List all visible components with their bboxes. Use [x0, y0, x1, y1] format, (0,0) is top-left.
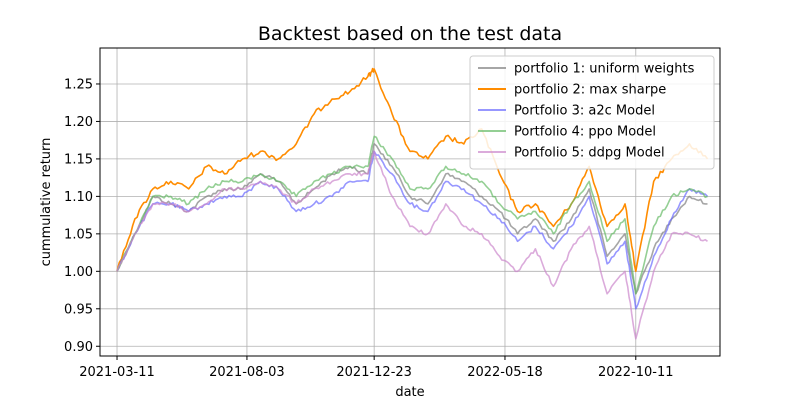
series-line-1	[116, 143, 708, 295]
plot-frame	[99, 47, 721, 357]
legend: portfolio 1: uniform weights portfolio 2:…	[469, 55, 715, 170]
y-tick-label: 0.95	[64, 302, 93, 317]
chart-title: Backtest based on the test data	[258, 23, 562, 45]
x-tick-label: 2022-05-18	[467, 365, 543, 380]
y-tick-label: 1.20	[64, 115, 93, 130]
legend-box	[469, 55, 715, 170]
x-axis-label: date	[395, 385, 424, 400]
x-tick-label: 2021-08-03	[209, 365, 285, 380]
series-line-5	[116, 150, 708, 340]
series-line-4	[116, 135, 708, 295]
x-tick-label: 2021-03-11	[79, 365, 155, 380]
series-line-2	[116, 67, 709, 273]
legend-label: Portfolio 5: ddpg Model	[514, 146, 665, 161]
legend-label: Portfolio 4: ppo Model	[514, 125, 656, 140]
x-tick-label: 2022-10-11	[598, 365, 674, 380]
series-layer	[116, 67, 709, 340]
legend-label: portfolio 1: uniform weights	[514, 62, 695, 77]
y-tick-label: 1.00	[64, 265, 93, 280]
series-line-3	[116, 150, 709, 310]
y-tick-label: 0.90	[64, 340, 93, 355]
y-tick-label: 1.05	[64, 227, 93, 242]
legend-label: Portfolio 3: a2c Model	[514, 104, 655, 119]
y-tick-label: 1.10	[64, 190, 93, 205]
y-axis-label: cummulative return	[39, 138, 54, 267]
legend-label: portfolio 2: max sharpe	[514, 83, 666, 98]
x-tick-label: 2021-12-23	[336, 365, 412, 380]
axis-layer: 0.90 0.95 1.00 1.05 1.10 1.15 1.20 1.25 2021-03-…	[64, 77, 674, 380]
y-tick-label: 1.15	[64, 152, 93, 167]
y-tick-label: 1.25	[64, 77, 93, 92]
